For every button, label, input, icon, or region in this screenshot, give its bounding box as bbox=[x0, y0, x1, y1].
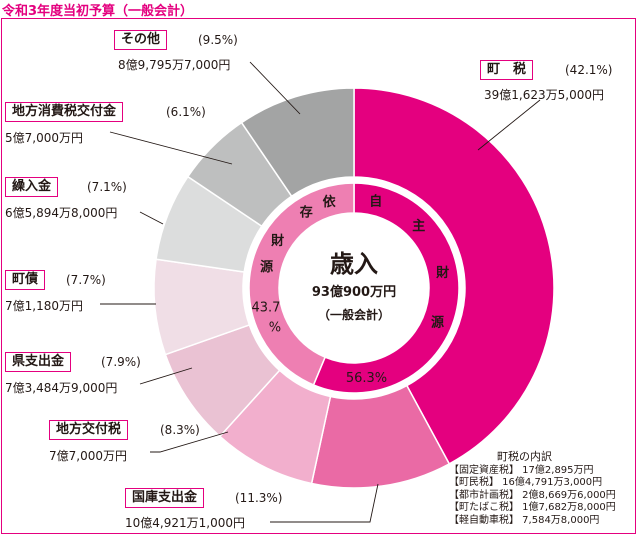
amount-label-other: 8億9,795万7,000円 bbox=[118, 58, 231, 72]
pct-label-town-tax: (42.1%) bbox=[565, 63, 613, 77]
pct-label-national-subsidy: (11.3%) bbox=[235, 491, 283, 505]
leader-line-national-subsidy bbox=[270, 483, 379, 523]
amount-label-municipal-bond: 7億1,180万円 bbox=[5, 299, 83, 313]
inner-char-dependent-2: 財 bbox=[270, 233, 284, 249]
inner-slice-dependent-revenue bbox=[248, 182, 355, 386]
pct-label-fund-transfer: (7.1%) bbox=[87, 180, 127, 194]
leader-line-consumption-tax-grant bbox=[109, 131, 233, 165]
inner-pct-dependent-unit: % bbox=[269, 320, 281, 335]
inner-char-own-3: 源 bbox=[431, 314, 444, 330]
chart-frame bbox=[1, 18, 636, 534]
breakdown-item-resident-tax: 【町民税】 16億4,791万3,000円 bbox=[449, 477, 603, 488]
inner-pct-dependent-value: 43.7 bbox=[251, 300, 280, 315]
inner-char-own-1: 主 bbox=[412, 218, 425, 234]
pct-label-consumption-tax-grant: (6.1%) bbox=[166, 105, 206, 119]
amount-label-national-subsidy: 10億4,921万1,000円 bbox=[125, 516, 245, 530]
amount-label-local-allocation-tax: 7億7,000万円 bbox=[49, 449, 127, 463]
category-label-fund-transfer: 繰入金 bbox=[5, 177, 59, 197]
category-label-local-allocation-tax: 地方交付税 bbox=[49, 420, 129, 440]
slice-town-tax bbox=[353, 87, 555, 465]
leader-line-fund-transfer bbox=[139, 211, 164, 225]
inner-slice-own-revenue bbox=[312, 182, 460, 394]
inner-char-dependent-1: 存 bbox=[300, 204, 313, 220]
amount-label-fund-transfer: 6億5,894万8,000円 bbox=[5, 206, 118, 220]
category-label-national-subsidy: 国庫支出金 bbox=[125, 488, 205, 508]
category-label-municipal-bond: 町債 bbox=[5, 270, 46, 290]
center-total: 93億900万円 bbox=[311, 285, 397, 300]
category-label-other: その他 bbox=[114, 30, 168, 50]
leader-line-local-allocation-tax bbox=[150, 431, 229, 453]
inner-char-own-2: 財 bbox=[435, 265, 449, 281]
pct-label-other: (9.5%) bbox=[198, 33, 238, 47]
pct-label-municipal-bond: (7.7%) bbox=[66, 273, 106, 287]
inner-char-own-0: 自 bbox=[369, 193, 382, 209]
center-subtitle: （一般会計） bbox=[317, 308, 390, 322]
pct-label-prefecture-subsidy: (7.9%) bbox=[101, 355, 141, 369]
inner-pct-own: 56.3% bbox=[346, 371, 387, 386]
leader-line-prefecture-subsidy bbox=[139, 367, 193, 385]
town-tax-breakdown: 町税の内訳 【固定資産税】 17億2,895万円 【町民税】 16億4,791万… bbox=[449, 450, 616, 527]
category-label-consumption-tax-grant: 地方消費税交付金 bbox=[5, 102, 124, 122]
breakdown-item-fixed-asset-tax: 【固定資産税】 17億2,895万円 bbox=[449, 464, 594, 476]
amount-label-prefecture-subsidy: 7億3,484万9,000円 bbox=[5, 381, 118, 395]
leader-line-town-tax bbox=[477, 99, 541, 151]
slice-other bbox=[240, 87, 355, 198]
breakdown-title: 町税の内訳 bbox=[497, 450, 552, 463]
pct-label-local-allocation-tax: (8.3%) bbox=[160, 423, 200, 437]
center-title: 歳入 bbox=[330, 250, 378, 278]
breakdown-item-tobacco-tax: 【町たばこ税】 1億7,682万8,000円 bbox=[449, 502, 616, 513]
category-label-prefecture-subsidy: 県支出金 bbox=[5, 352, 72, 372]
breakdown-item-city-planning-tax: 【都市計画税】 2億8,669万6,000円 bbox=[449, 489, 616, 501]
page-title: 令和3年度当初予算（一般会計） bbox=[2, 4, 194, 19]
amount-label-town-tax: 39億1,623万5,000円 bbox=[484, 88, 604, 102]
leader-line-other bbox=[249, 61, 301, 115]
breakdown-item-light-vehicle-tax: 【軽自動車税】 7,584万8,000円 bbox=[449, 514, 600, 526]
inner-char-dependent-3: 源 bbox=[260, 259, 273, 275]
category-label-town-tax: 町 税 bbox=[480, 60, 534, 80]
amount-label-consumption-tax-grant: 5億7,000万円 bbox=[5, 131, 83, 145]
inner-char-dependent-0: 依 bbox=[323, 194, 337, 210]
